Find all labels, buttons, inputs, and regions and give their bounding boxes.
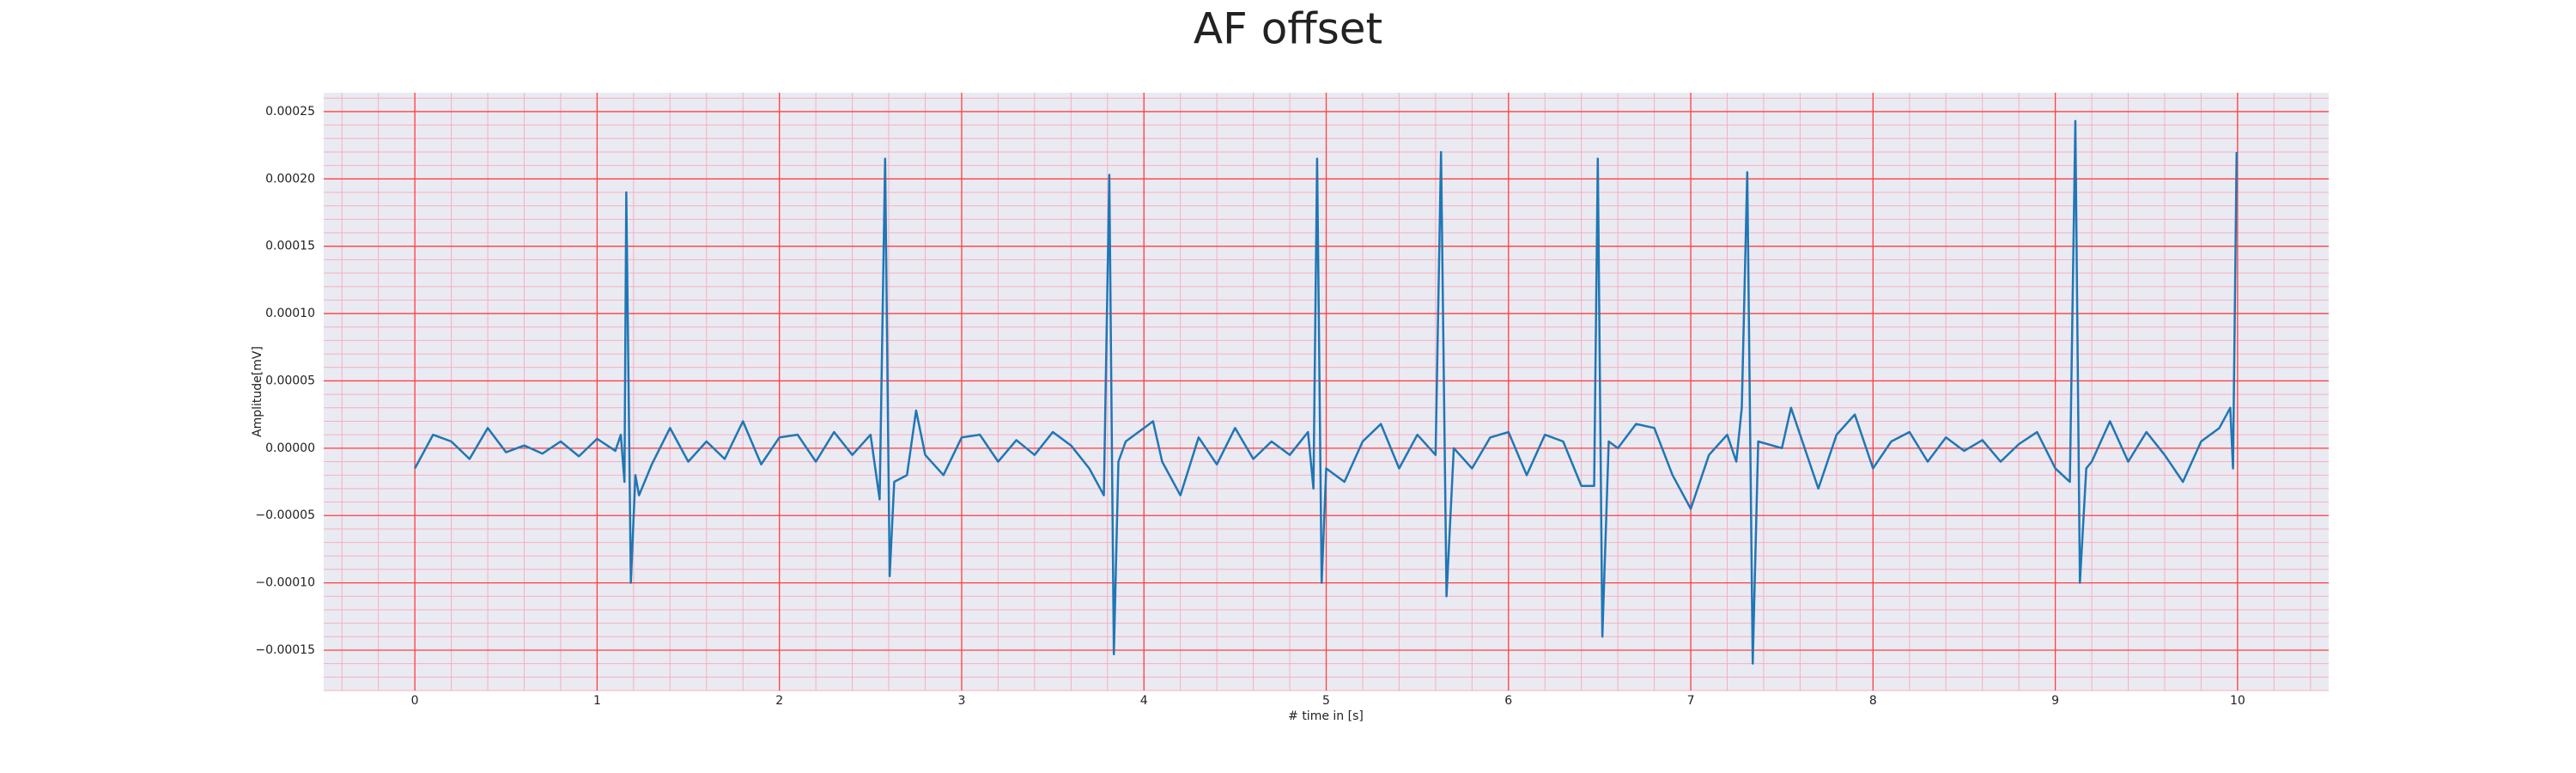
y-tick-label: −0.00010 (255, 576, 315, 590)
x-tick-label: 0 (411, 694, 419, 708)
x-tick-label: 9 (2051, 694, 2059, 708)
x-tick-label: 2 (775, 694, 783, 708)
x-tick-label: 4 (1140, 694, 1148, 708)
chart-title: AF offset (1194, 4, 1382, 54)
x-tick-label: 6 (1504, 694, 1512, 708)
x-tick-label: 7 (1687, 694, 1695, 708)
y-tick-label: −0.00005 (255, 508, 315, 522)
signal-line (414, 119, 2239, 665)
x-tick-label: 3 (957, 694, 965, 708)
y-tick-label: 0.00015 (265, 240, 315, 253)
x-tick-label: 10 (2230, 694, 2245, 708)
x-tick-label: 5 (1322, 694, 1330, 708)
y-tick-label: 0.00025 (265, 105, 315, 119)
y-tick-label: 0.00020 (265, 172, 315, 186)
y-tick-label: 0.00010 (265, 307, 315, 320)
y-tick-label: 0.00000 (265, 441, 315, 455)
x-tick-label: 1 (593, 694, 601, 708)
x-tick-label: 8 (1869, 694, 1877, 708)
y-tick-label: 0.00005 (265, 374, 315, 387)
x-axis-label: # time in [s] (1288, 709, 1364, 723)
y-tick-label: −0.00015 (255, 643, 315, 657)
y-axis-label: Amplitude[mV] (251, 346, 264, 437)
